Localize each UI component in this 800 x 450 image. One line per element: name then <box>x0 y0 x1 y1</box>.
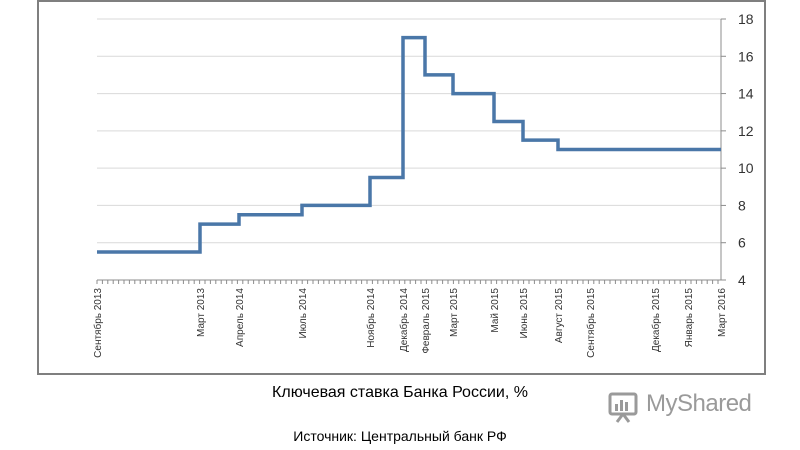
y-tick-label: 14 <box>738 86 754 102</box>
y-tick-label: 4 <box>738 272 746 288</box>
x-tick-label: Июль 2014 <box>298 288 309 339</box>
x-tick-label: Ноябрь 2014 <box>365 288 377 348</box>
line-chart: 4 6 8 10 12 14 16 18 Сентябрь 2013 Март 2013 Апрел… <box>92 11 754 358</box>
x-tick-label: Май 2015 <box>490 288 501 333</box>
y-tick-label: 6 <box>738 235 746 251</box>
x-tick-label: Сентябрь 2015 <box>585 288 597 358</box>
key-rate-series-line <box>97 35 721 254</box>
x-tick-label: Март 2013 <box>196 288 207 337</box>
myshared-watermark: MyShared <box>606 388 776 424</box>
x-tick-label: Апрель 2014 <box>235 288 246 347</box>
x-tick-label: Февраль 2015 <box>421 288 432 354</box>
x-tick-label: Август 2015 <box>554 288 565 344</box>
x-tick-label: Декабрь 2015 <box>650 288 662 352</box>
x-tick-label: Июнь 2015 <box>519 288 530 339</box>
x-tick-label: Сентябрь 2013 <box>92 288 104 358</box>
x-tick-label: Март 2015 <box>449 288 460 337</box>
x-tick-label: Март 2016 <box>717 288 728 337</box>
y-tick-label: 10 <box>738 160 754 176</box>
y-tick-label: 16 <box>738 48 754 64</box>
x-tick-label: Декабрь 2014 <box>398 288 410 352</box>
source-note: Источник: Центральный банк РФ <box>293 428 507 444</box>
x-tick-label: Январь 2015 <box>684 288 695 348</box>
y-tick-label: 12 <box>738 123 754 139</box>
y-tick-label: 18 <box>738 11 754 27</box>
chart-caption: Ключевая ставка Банка России, % <box>272 384 528 401</box>
watermark-text: MyShared <box>646 390 752 417</box>
presentation-board-icon <box>608 392 638 423</box>
y-tick-label: 8 <box>738 197 746 213</box>
